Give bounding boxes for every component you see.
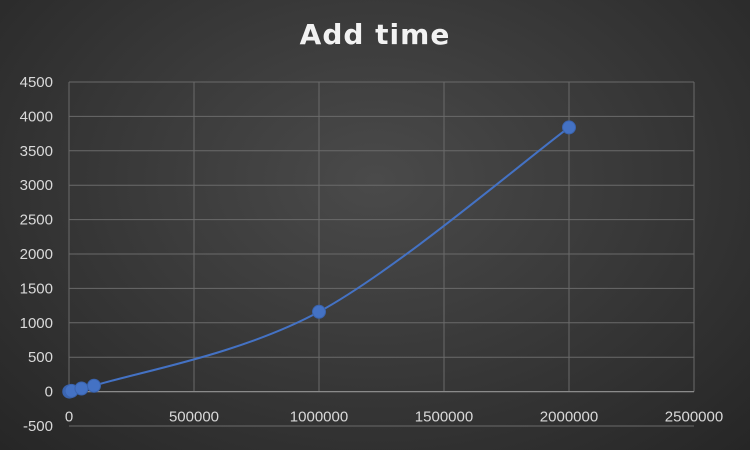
chart-title: Add time <box>299 18 451 51</box>
data-point <box>562 120 576 135</box>
y-tick-label: 1000 <box>20 315 53 332</box>
x-tick-label: 1000000 <box>290 409 348 426</box>
y-tick-label: 0 <box>45 384 53 401</box>
y-tick-label: 3500 <box>20 143 53 160</box>
y-tick-label: 3000 <box>20 177 53 194</box>
y-tick-label: -500 <box>23 418 53 435</box>
x-tick-label: 1500000 <box>415 409 473 426</box>
data-point <box>87 378 101 393</box>
data-point <box>74 381 89 396</box>
y-tick-label: 4000 <box>20 108 53 125</box>
y-tick-label: 2000 <box>20 246 53 263</box>
y-tick-label: 1500 <box>20 280 53 297</box>
y-tick-label: 2500 <box>20 212 53 229</box>
data-point <box>312 304 326 319</box>
x-tick-label: 500000 <box>169 409 219 426</box>
y-tick-label: 500 <box>28 349 53 366</box>
y-tick-label: 4500 <box>20 74 53 91</box>
x-tick-label: 2500000 <box>665 409 723 426</box>
x-tick-label: 2000000 <box>540 409 598 426</box>
x-tick-label: 0 <box>65 409 73 426</box>
